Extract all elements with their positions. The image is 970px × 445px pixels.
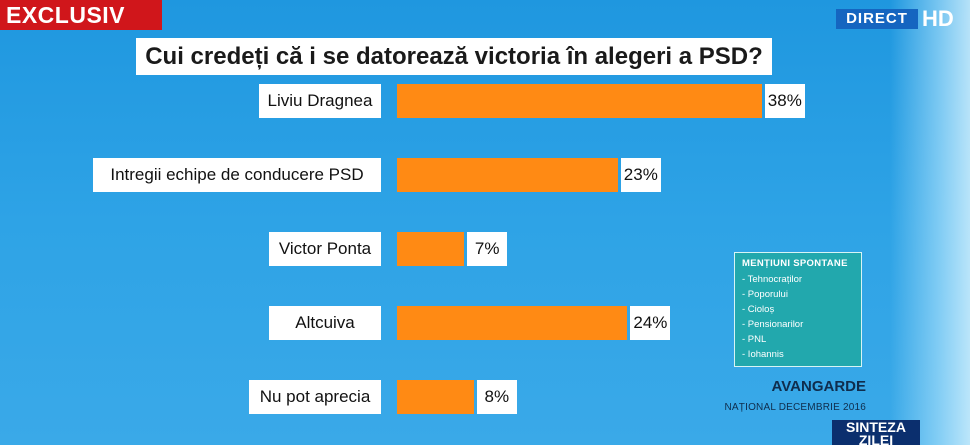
mention-item: - Poporului — [742, 289, 788, 300]
category-label: Intregii echipe de conducere PSD — [93, 158, 381, 192]
mention-item: - Tehnocraților — [742, 274, 803, 285]
value-label: 38% — [764, 84, 805, 118]
source-detail: NAȚIONAL DECEMBRIE 2016 — [724, 402, 866, 413]
mention-item: - Cioloș — [742, 304, 775, 315]
value-label: 24% — [630, 306, 671, 340]
hd-badge: HD — [922, 6, 954, 31]
category-label: Nu pot aprecia — [249, 380, 381, 414]
bar — [397, 306, 628, 340]
value-label: 23% — [620, 158, 661, 192]
bar — [397, 232, 465, 266]
chart-title: Cui credeți că i se datorează victoria î… — [136, 38, 772, 75]
background-glow — [890, 0, 970, 445]
category-label: Victor Ponta — [269, 232, 381, 266]
value-label: 8% — [476, 380, 517, 414]
exclusive-badge: EXCLUSIV — [0, 0, 162, 30]
mentions-heading: MENȚIUNI SPONTANE — [742, 258, 848, 269]
spontaneous-mentions-box: MENȚIUNI SPONTANE - Tehnocraților - Popo… — [734, 252, 862, 367]
live-badge: DIRECT — [836, 9, 918, 29]
bar — [397, 84, 762, 118]
mention-item: - PNL — [742, 334, 767, 345]
value-label: 7% — [467, 232, 508, 266]
category-label: Altcuiva — [269, 306, 381, 340]
mention-item: - Iohannis — [742, 349, 784, 360]
bar — [397, 158, 618, 192]
category-label: Liviu Dragnea — [259, 84, 381, 118]
show-logo: SINTEZA ZILEI — [832, 420, 920, 445]
mention-item: - Pensionarilor — [742, 319, 804, 330]
bar — [397, 380, 474, 414]
source-name: AVANGARDE — [771, 378, 866, 395]
